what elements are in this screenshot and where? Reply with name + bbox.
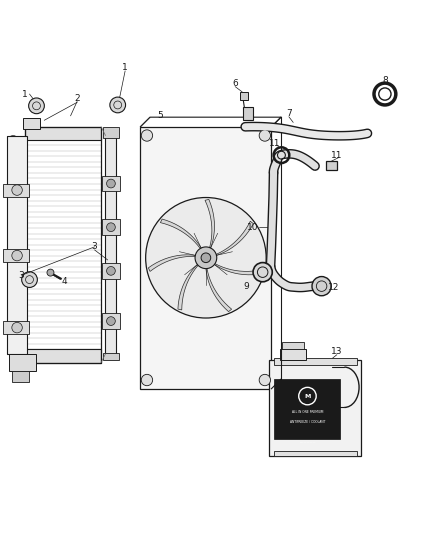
Circle shape xyxy=(106,317,115,326)
Polygon shape xyxy=(214,264,262,275)
Polygon shape xyxy=(216,221,254,255)
Circle shape xyxy=(259,374,271,386)
Text: M: M xyxy=(304,393,311,399)
Circle shape xyxy=(110,97,126,113)
Circle shape xyxy=(146,198,266,318)
Text: 5: 5 xyxy=(157,111,163,120)
Circle shape xyxy=(195,247,217,269)
Circle shape xyxy=(106,223,115,231)
Bar xyxy=(274,358,357,365)
Text: 13: 13 xyxy=(331,347,343,356)
Bar xyxy=(25,127,101,140)
Text: 11: 11 xyxy=(331,151,343,160)
Bar xyxy=(3,183,29,197)
Bar xyxy=(25,350,101,362)
Polygon shape xyxy=(206,269,232,312)
Circle shape xyxy=(12,185,22,195)
Text: 7: 7 xyxy=(286,109,292,118)
Text: 9: 9 xyxy=(243,281,249,290)
Bar xyxy=(103,352,119,360)
Bar xyxy=(240,92,248,100)
Text: 1: 1 xyxy=(22,90,28,99)
Text: 10: 10 xyxy=(247,223,258,232)
Text: ANTIFREEZE / COOLANT: ANTIFREEZE / COOLANT xyxy=(290,420,325,424)
Text: 12: 12 xyxy=(328,282,339,292)
Bar xyxy=(102,176,120,191)
Circle shape xyxy=(312,277,331,296)
Bar xyxy=(25,127,101,362)
Circle shape xyxy=(106,179,115,188)
Bar xyxy=(269,360,361,456)
Bar xyxy=(102,263,120,279)
Text: ALL IN ONE PREMIUM: ALL IN ONE PREMIUM xyxy=(292,410,323,414)
Bar xyxy=(275,379,340,439)
Text: 6: 6 xyxy=(232,79,238,88)
Circle shape xyxy=(12,251,22,261)
Bar xyxy=(141,127,272,389)
Text: 3: 3 xyxy=(92,243,97,252)
Circle shape xyxy=(47,269,54,276)
Text: 3: 3 xyxy=(19,271,25,280)
Polygon shape xyxy=(205,199,215,248)
Bar xyxy=(243,107,253,120)
Text: 1: 1 xyxy=(122,63,128,72)
Text: 4: 4 xyxy=(61,277,67,286)
Bar xyxy=(22,118,40,129)
Text: 8: 8 xyxy=(382,76,388,85)
Circle shape xyxy=(253,263,272,282)
Bar xyxy=(3,321,29,334)
Bar xyxy=(326,161,337,171)
Circle shape xyxy=(28,98,44,114)
Bar xyxy=(12,372,29,382)
Circle shape xyxy=(12,322,22,333)
Circle shape xyxy=(21,272,37,287)
Text: 11: 11 xyxy=(269,139,281,148)
Bar xyxy=(102,220,120,235)
Bar xyxy=(10,354,35,372)
Bar xyxy=(283,342,304,350)
Bar xyxy=(280,350,306,360)
Bar xyxy=(7,135,27,354)
Circle shape xyxy=(201,253,211,263)
Polygon shape xyxy=(148,255,195,271)
Bar xyxy=(3,249,29,262)
Circle shape xyxy=(106,266,115,275)
Polygon shape xyxy=(160,219,201,248)
Polygon shape xyxy=(178,264,198,310)
Text: ___________: ___________ xyxy=(299,439,316,443)
Bar xyxy=(103,127,119,138)
Circle shape xyxy=(141,374,152,386)
Text: 2: 2 xyxy=(74,94,80,103)
Circle shape xyxy=(259,130,271,141)
Polygon shape xyxy=(141,117,150,127)
Bar xyxy=(274,451,357,456)
Bar xyxy=(102,313,120,329)
Circle shape xyxy=(141,130,152,141)
Bar xyxy=(106,135,117,354)
